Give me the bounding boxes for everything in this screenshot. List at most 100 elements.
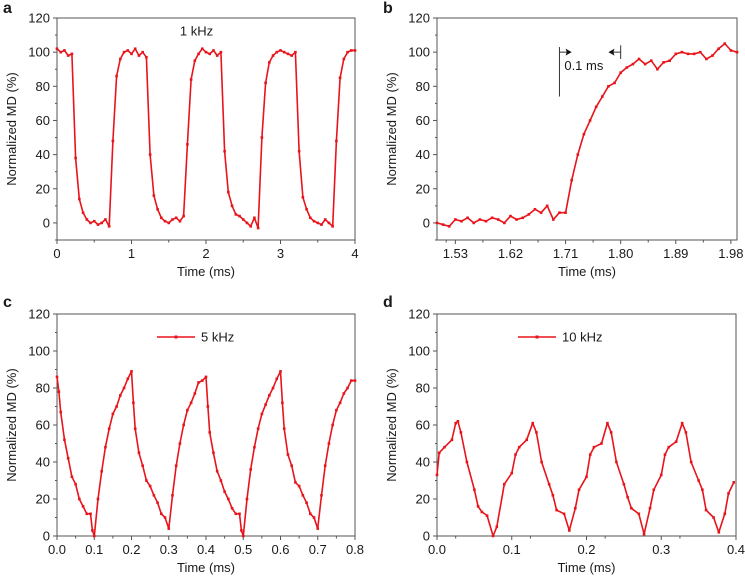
data-point bbox=[245, 497, 249, 501]
data-point bbox=[290, 464, 293, 467]
data-point bbox=[697, 479, 700, 482]
left-arrow-icon bbox=[608, 48, 615, 56]
data-point bbox=[723, 512, 727, 516]
data-point bbox=[89, 512, 92, 516]
data-point bbox=[667, 445, 671, 449]
data-point bbox=[271, 54, 275, 57]
data-point bbox=[107, 225, 111, 228]
data-point bbox=[491, 534, 495, 538]
data-point bbox=[551, 494, 555, 497]
y-tick-label: 120 bbox=[28, 11, 50, 26]
y-axis-label: Normalized MD (%) bbox=[384, 72, 399, 185]
data-point bbox=[193, 392, 197, 395]
data-point bbox=[662, 61, 665, 64]
data-point bbox=[223, 490, 226, 493]
data-point bbox=[331, 423, 334, 427]
data-point bbox=[309, 216, 312, 220]
data-point bbox=[476, 505, 480, 508]
x-tick-label: 0.0 bbox=[48, 542, 66, 557]
data-point bbox=[178, 219, 182, 223]
data-point bbox=[132, 401, 135, 405]
x-tick-label: 0.0 bbox=[428, 542, 446, 557]
data-point bbox=[711, 54, 714, 57]
data-point bbox=[148, 484, 152, 488]
y-axis-label: Normalized MD (%) bbox=[4, 72, 19, 185]
data-point bbox=[312, 516, 316, 519]
data-point bbox=[137, 54, 141, 57]
data-point bbox=[606, 421, 609, 425]
series-line bbox=[436, 420, 735, 537]
panel-label: a bbox=[3, 0, 12, 17]
data-point bbox=[215, 54, 219, 57]
data-point bbox=[450, 438, 454, 442]
data-point bbox=[178, 442, 182, 445]
data-point bbox=[613, 81, 616, 85]
data-point bbox=[92, 219, 96, 223]
y-tick-label: 60 bbox=[416, 418, 430, 433]
data-point bbox=[279, 49, 282, 52]
y-tick-label: 80 bbox=[416, 381, 430, 396]
data-point bbox=[148, 153, 152, 156]
data-point bbox=[189, 401, 193, 405]
y-tick-label: 0 bbox=[423, 529, 430, 544]
y-axis-label: Normalized MD (%) bbox=[4, 368, 19, 481]
data-point bbox=[619, 71, 622, 74]
data-point bbox=[484, 219, 488, 223]
panel-c: c 0 20 40 60 80 100 120 0.0 0.1 0.2 0.3 0.4 0.5 0.6 0.7… bbox=[3, 294, 364, 575]
data-point bbox=[122, 386, 126, 390]
data-point bbox=[568, 529, 571, 532]
y-tick-label: 0 bbox=[43, 529, 50, 544]
x-tick-label: 0.3 bbox=[652, 542, 670, 557]
data-point bbox=[642, 532, 646, 536]
series-rise bbox=[435, 42, 739, 228]
data-point bbox=[126, 377, 130, 381]
data-point bbox=[686, 52, 690, 56]
data-point bbox=[301, 196, 305, 199]
data-point bbox=[286, 453, 290, 456]
data-point bbox=[145, 55, 148, 59]
data-point bbox=[163, 219, 167, 223]
series-1-kHz bbox=[55, 47, 357, 230]
data-point bbox=[78, 497, 81, 501]
y-tick-label: 20 bbox=[36, 181, 50, 196]
data-point bbox=[104, 445, 107, 449]
x-tick-label: 0.4 bbox=[727, 542, 745, 557]
data-point bbox=[227, 190, 230, 194]
data-point bbox=[115, 405, 118, 408]
x-tick-label: 0.1 bbox=[85, 542, 103, 557]
data-point bbox=[59, 410, 63, 414]
data-point bbox=[279, 370, 282, 373]
data-point bbox=[182, 423, 185, 427]
data-point bbox=[727, 492, 730, 495]
y-tick-label: 80 bbox=[36, 79, 50, 94]
data-point bbox=[585, 475, 588, 479]
x-axis-label: Time (ms) bbox=[177, 560, 235, 575]
x-tick-label: 0.5 bbox=[234, 542, 252, 557]
data-point bbox=[119, 394, 122, 397]
data-point bbox=[346, 386, 349, 390]
data-point bbox=[260, 136, 264, 139]
panel-d: d 0 20 40 60 80 100 120 0.0 0.1 0.2 0.3 0.4 Time (ms)… bbox=[383, 294, 745, 575]
plot-frame bbox=[436, 17, 738, 241]
data-point bbox=[100, 221, 103, 225]
data-point bbox=[514, 453, 517, 456]
data-point bbox=[535, 431, 538, 434]
data-point bbox=[480, 510, 484, 514]
y-tick-label: 100 bbox=[408, 344, 430, 359]
data-point bbox=[701, 488, 704, 492]
data-point bbox=[316, 527, 320, 530]
data-point bbox=[622, 482, 626, 486]
y-tick-label: 80 bbox=[416, 79, 430, 94]
data-point bbox=[663, 453, 667, 456]
data-point bbox=[527, 213, 531, 216]
x-tick-label: 2 bbox=[202, 246, 209, 261]
data-point bbox=[96, 223, 100, 226]
data-point bbox=[238, 512, 241, 516]
data-point bbox=[570, 178, 573, 182]
data-point bbox=[525, 438, 528, 442]
x-tick-label: 1.62 bbox=[498, 246, 523, 261]
data-point bbox=[331, 225, 334, 228]
data-point bbox=[594, 105, 598, 109]
y-tick-label: 20 bbox=[416, 492, 430, 507]
data-point bbox=[57, 390, 61, 393]
